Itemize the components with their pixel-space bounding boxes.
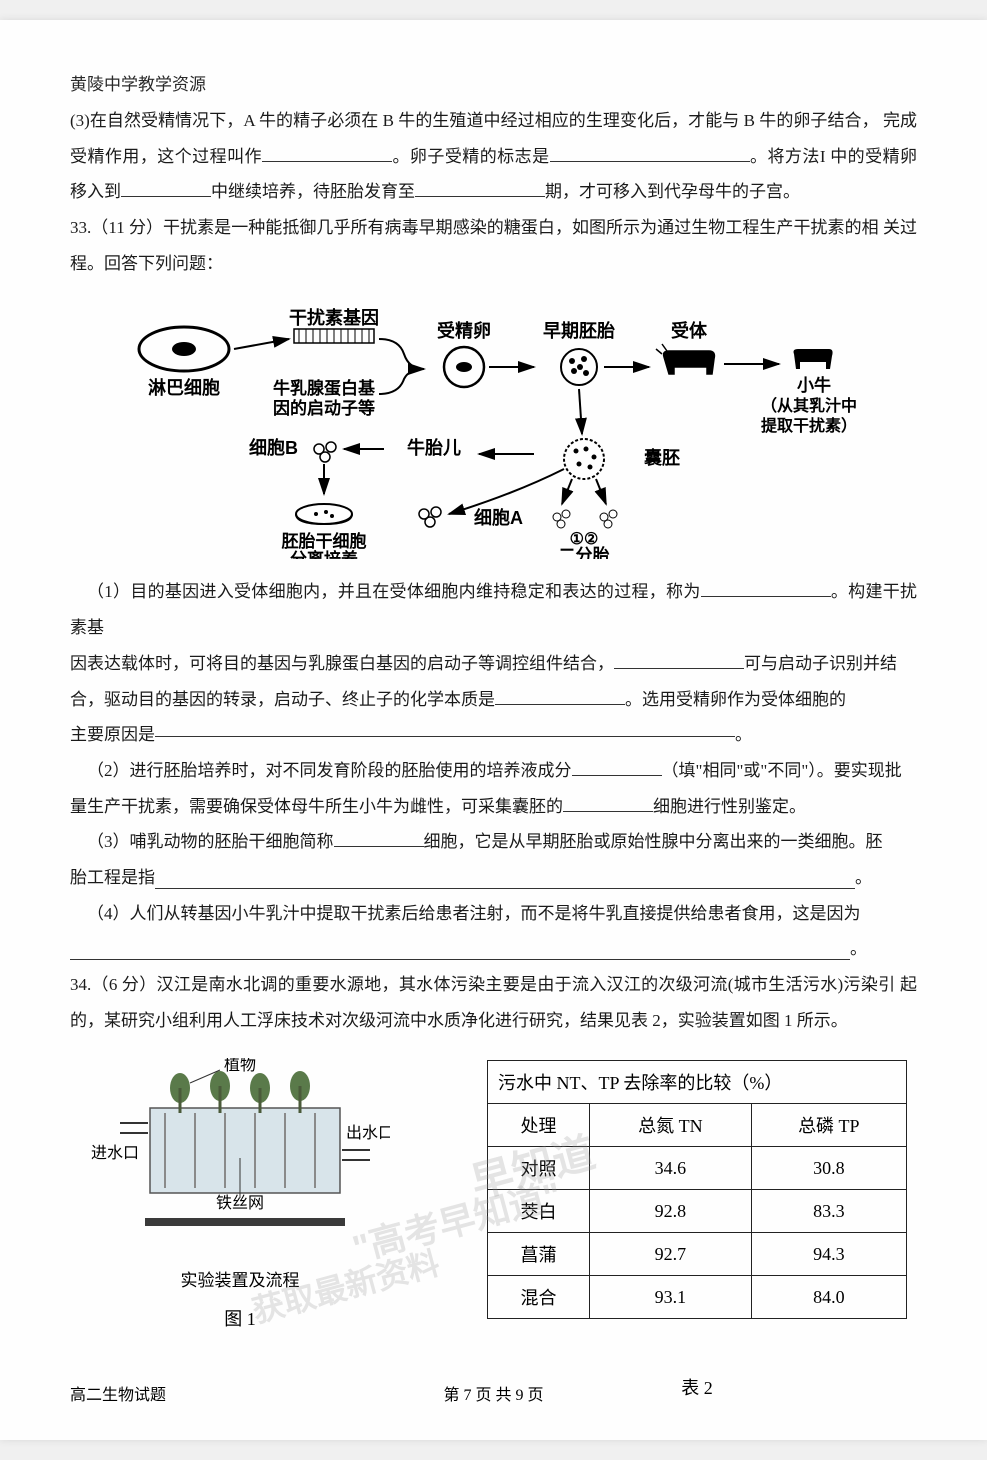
blank — [334, 846, 424, 847]
svg-text:植物: 植物 — [224, 1058, 256, 1074]
blank — [495, 704, 625, 705]
blank — [701, 596, 831, 597]
page-header: 黄陵中学教学资源 — [70, 70, 917, 95]
q33-2b: （填"相同"或"不同"）。要实现批 — [662, 761, 902, 780]
table-row: 茭白92.883.3 — [488, 1190, 907, 1233]
svg-text:进水口: 进水口 — [91, 1144, 139, 1162]
label-xiaoniu: 小牛 — [797, 375, 831, 395]
q33-1a: （1）目的基因进入受体细胞内，并且在受体细胞内维持稳定和表达的过程，称为 — [87, 582, 701, 601]
fig1-caption: 实验装置及流程 — [181, 1266, 300, 1291]
page: 黄陵中学教学资源 (3)在自然受精情况下，A 牛的精子必须在 B 牛的生殖道中经… — [0, 20, 987, 1440]
q32-3: (3)在自然受精情况下，A 牛的精子必须在 B 牛的生殖道中经过相应的生理变化后… — [70, 103, 917, 210]
blank — [70, 940, 850, 960]
experiment-diagram: 植物 进水口 出水口 铁丝网 — [90, 1058, 390, 1258]
q33-intro-a: 33.（11 分）干扰素是一种能抵御几乎所有病毒早期感染的糖蛋白，如图所示为通过… — [70, 218, 879, 237]
label-linba: 淋巴细胞 — [148, 377, 220, 398]
label-xiaoniu2: （从其乳汁中 — [760, 396, 856, 415]
q32-3-line2c: 。将方法I — [750, 147, 826, 166]
blank — [550, 161, 750, 162]
q33-1d: 可与启动子识别并结 — [744, 654, 897, 673]
label-ganraosu: 干扰素基因 — [289, 307, 379, 328]
label-erfentai: 二分胎 — [558, 545, 609, 559]
blank — [572, 775, 662, 776]
q33-1e: 合，驱动目的基因的转录，启动子、终止子的化学本质是 — [70, 690, 495, 709]
q33-body: 早知道 "高考早知道" 获取最新资料 （1）目的基因进入受体细胞内，并且在受体细… — [70, 574, 917, 967]
q34-intro: 34.（6 分）汉江是南水北调的重要水源地，其水体污染主要是由于流入汉江的次级河… — [70, 967, 917, 1038]
q33-3a: （3）哺乳动物的胚胎干细胞简称 — [87, 832, 334, 851]
q33-1h: 。 — [735, 725, 752, 744]
q32-3-line1: (3)在自然受精情况下，A 牛的精子必须在 B 牛的生殖道中经过相应的生理变化后… — [70, 111, 879, 130]
th: 总磷 TP — [751, 1104, 906, 1147]
figure-row: 植物 进水口 出水口 铁丝网 实验装置及流程 图 1 污水中 NT、TP 去除率… — [70, 1058, 917, 1400]
q32-3-line2b: 。卵子受精的标志是 — [392, 147, 550, 166]
label-zaoqi: 早期胚胎 — [543, 320, 615, 341]
q33-4b: 。 — [850, 939, 867, 958]
q33-1c: 因表达载体时，可将目的基因与乳腺蛋白基因的启动子等调控组件结合， — [70, 654, 614, 673]
blank — [415, 196, 545, 197]
blank — [262, 161, 392, 162]
label-shouti: 受体 — [671, 320, 708, 341]
biology-diagram: 淋巴细胞 干扰素基因 牛乳腺蛋白基 因的启动子等 受精卵 — [114, 299, 874, 559]
table-row: 混合93.184.0 — [488, 1276, 907, 1319]
label-niuruxian: 牛乳腺蛋白基 — [273, 378, 376, 398]
table-row: 处理 总氮 TN 总磷 TP — [488, 1104, 907, 1147]
footer-left: 高二生物试题 — [70, 1381, 166, 1405]
label-xibaoA: 细胞A — [474, 507, 523, 528]
label-niutaier: 牛胎儿 — [407, 437, 461, 458]
q33-3c: 胎工程是指 — [70, 868, 155, 887]
page-footer: 高二生物试题 第 7 页 共 9 页 — [70, 1381, 917, 1405]
blank — [614, 668, 744, 669]
table-row: 菖蒲92.794.3 — [488, 1233, 907, 1276]
label-xibaoB: 细胞B — [249, 437, 298, 458]
table-title: 污水中 NT、TP 去除率的比较（%） — [488, 1061, 907, 1104]
label-xiaoniu3: 提取干扰素） — [760, 416, 856, 435]
q33-3d: 。 — [855, 868, 872, 887]
label-shoujingluan: 受精卵 — [437, 320, 491, 341]
q33-1g: 主要原因是 — [70, 725, 155, 744]
q33-3b: 细胞，它是从早期胚胎或原始性腺中分离出来的一类细胞。胚 — [424, 832, 883, 851]
label-fenli: 分离培养 — [290, 549, 359, 559]
fig1-column: 植物 进水口 出水口 铁丝网 实验装置及流程 图 1 — [70, 1058, 410, 1331]
blank — [155, 736, 735, 737]
diagram-container: 淋巴细胞 干扰素基因 牛乳腺蛋白基 因的启动子等 受精卵 — [70, 299, 917, 559]
label-nangpei: 囊胚 — [643, 447, 680, 468]
th: 处理 — [488, 1104, 590, 1147]
th: 总氮 TN — [590, 1104, 752, 1147]
blank — [121, 196, 211, 197]
q33-intro: 33.（11 分）干扰素是一种能抵御几乎所有病毒早期感染的糖蛋白，如图所示为通过… — [70, 210, 917, 281]
svg-text:出水口: 出水口 — [346, 1124, 390, 1142]
table-column: 污水中 NT、TP 去除率的比较（%） 处理 总氮 TN 总磷 TP 对照34.… — [477, 1058, 917, 1400]
q33-2a: （2）进行胚胎培养时，对不同发育阶段的胚胎使用的培养液成分 — [87, 761, 572, 780]
q34-a: 34.（6 分）汉江是南水北调的重要水源地，其水体污染主要是由于流入汉江的次级河… — [70, 975, 895, 994]
data-table: 污水中 NT、TP 去除率的比较（%） 处理 总氮 TN 总磷 TP 对照34.… — [487, 1060, 907, 1319]
table-row: 对照34.630.8 — [488, 1147, 907, 1190]
q33-1f: 。选用受精卵作为受体细胞的 — [625, 690, 846, 709]
blank — [563, 811, 653, 812]
label-niuruxian2: 因的启动子等 — [273, 398, 375, 418]
footer-center: 第 7 页 共 9 页 — [443, 1381, 543, 1405]
blank — [155, 869, 855, 889]
label-peitai: 胚胎干细胞 — [281, 531, 366, 551]
q33-2c: 量生产干扰素，需要确保受体母牛所生小牛为雌性，可采集囊胚的 — [70, 797, 563, 816]
q33-4a: （4）人们从转基因小牛乳汁中提取干扰素后给患者注射，而不是将牛乳直接提供给患者食… — [87, 904, 861, 923]
q33-2d: 细胞进行性别鉴定。 — [653, 797, 806, 816]
q32-3-line3b: 中继续培养，待胚胎发育至 — [211, 182, 415, 201]
fig1-label: 图 1 — [224, 1305, 256, 1331]
q32-3-line3c: 期，才可移入到代孕母牛的子宫。 — [545, 182, 800, 201]
